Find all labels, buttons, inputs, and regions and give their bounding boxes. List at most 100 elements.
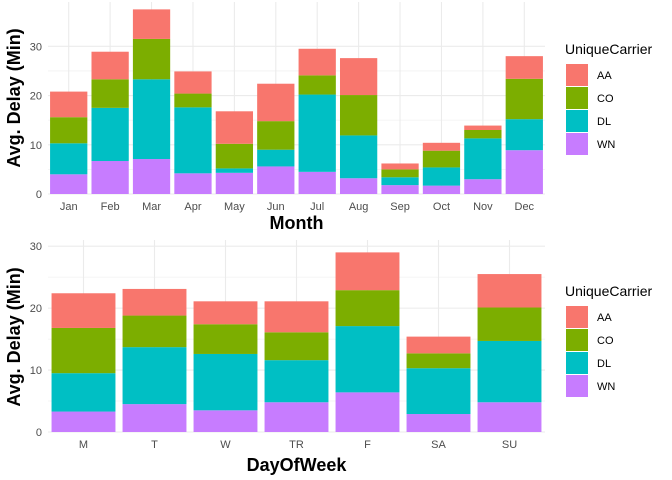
bar-co-dec	[505, 78, 543, 120]
legend-key-wn	[566, 133, 588, 155]
bar-dl-su	[477, 340, 542, 403]
legend-label-wn: WN	[597, 381, 615, 393]
legend-key-co	[566, 329, 588, 351]
bar-dl-jan	[50, 143, 88, 175]
legend-key-dl	[566, 352, 588, 374]
legend-label-aa: AA	[597, 70, 612, 82]
bar-co-jan	[50, 117, 88, 144]
y-tick-label: 20	[30, 91, 42, 103]
bar-wn-apr	[174, 173, 212, 194]
bar-dl-t	[122, 347, 187, 405]
x-tick-label: Aug	[349, 201, 369, 213]
bar-aa-jul	[298, 48, 336, 76]
bar-co-sep	[381, 169, 419, 178]
bars	[51, 252, 542, 432]
bar-wn-jul	[298, 171, 336, 194]
bar-co-apr	[174, 93, 212, 108]
bar-wn-t	[122, 404, 187, 432]
bar-aa-m	[51, 293, 116, 328]
legend-key-dl	[566, 110, 588, 132]
bar-co-m	[51, 327, 116, 374]
y-tick-label: 0	[36, 427, 42, 439]
bar-dl-f	[335, 326, 400, 393]
x-axis-title: Month	[270, 213, 324, 233]
bar-wn-m	[51, 411, 116, 432]
x-axis-title: DayOfWeek	[247, 455, 348, 475]
bar-wn-jan	[50, 174, 88, 194]
bar-aa-nov	[464, 125, 502, 130]
bar-aa-oct	[422, 142, 461, 151]
legend-label-dl: DL	[597, 358, 611, 370]
bar-co-feb	[91, 79, 129, 108]
bar-co-t	[122, 315, 187, 348]
bar-wn-jun	[257, 166, 295, 194]
x-tick-label: May	[224, 201, 245, 213]
bar-co-jul	[298, 75, 336, 95]
x-tick-label: M	[79, 439, 88, 451]
bar-wn-aug	[339, 178, 378, 194]
bar-aa-w	[193, 301, 258, 325]
y-tick-label: 0	[36, 189, 42, 201]
bar-dl-feb	[91, 107, 129, 162]
bar-co-sa	[406, 353, 471, 369]
bar-dl-tr	[264, 360, 329, 403]
bar-wn-may	[215, 172, 254, 194]
bar-aa-mar	[132, 9, 171, 39]
x-tick-label: T	[151, 439, 158, 451]
bar-aa-jan	[50, 91, 88, 118]
panel-2: 0 10 20 30 M T W TR F SA SU DayOfWeek Avg. Delay (Mi…	[4, 240, 652, 475]
bar-dl-may	[215, 168, 254, 173]
legend-label-aa: AA	[597, 312, 612, 324]
legend-label-wn: WN	[597, 139, 615, 151]
y-tick-label: 30	[30, 41, 42, 53]
legend: UniqueCarrier AA CO DL WN	[565, 41, 652, 155]
legend-label-co: CO	[597, 93, 614, 105]
bar-aa-f	[335, 252, 400, 291]
bar-co-su	[477, 307, 542, 341]
bar-wn-su	[477, 402, 542, 432]
x-tick-label: Jul	[310, 201, 324, 213]
y-axis-title: Avg. Delay (Min)	[4, 28, 24, 167]
y-tick-label: 10	[30, 365, 42, 377]
bar-dl-dec	[505, 119, 543, 151]
x-tick-label: SA	[431, 439, 446, 451]
bar-aa-may	[215, 111, 254, 144]
bar-aa-aug	[339, 58, 378, 96]
x-tick-label: Apr	[184, 201, 201, 213]
bar-dl-mar	[132, 79, 171, 160]
x-tick-label: Sep	[390, 201, 410, 213]
bar-wn-mar	[132, 159, 171, 194]
x-tick-label: TR	[289, 439, 304, 451]
bar-dl-m	[51, 373, 116, 412]
x-tick-label: Jan	[60, 201, 78, 213]
bar-wn-tr	[264, 402, 329, 432]
bar-dl-jul	[298, 94, 336, 172]
bar-co-tr	[264, 332, 329, 361]
bar-wn-dec	[505, 150, 543, 194]
bar-co-jun	[257, 121, 295, 150]
bar-wn-feb	[91, 161, 129, 194]
bar-co-f	[335, 290, 400, 327]
bar-co-may	[215, 143, 254, 169]
bar-wn-oct	[422, 185, 461, 194]
bar-aa-sep	[381, 163, 419, 170]
bar-wn-sa	[406, 414, 471, 432]
panel-1: 0 10 20 30 Jan Feb Mar Apr May Jun Jul Aug Sep Oct Nov…	[4, 2, 652, 233]
legend: UniqueCarrier AA CO DL WN	[565, 283, 652, 397]
bar-co-w	[193, 324, 258, 354]
legend-key-aa	[566, 306, 588, 328]
x-tick-label: Oct	[433, 201, 450, 213]
bars	[50, 9, 543, 194]
bar-aa-jun	[257, 83, 295, 122]
x-tick-label: Mar	[142, 201, 161, 213]
y-tick-label: 20	[30, 303, 42, 315]
legend-label-dl: DL	[597, 116, 611, 128]
x-tick-label: Jun	[267, 201, 285, 213]
bar-aa-sa	[406, 336, 471, 354]
bar-co-aug	[339, 95, 378, 136]
legend-key-co	[566, 87, 588, 109]
bar-co-oct	[422, 150, 461, 168]
y-tick-label: 10	[30, 140, 42, 152]
bar-wn-sep	[381, 185, 419, 194]
x-tick-label: Dec	[515, 201, 535, 213]
